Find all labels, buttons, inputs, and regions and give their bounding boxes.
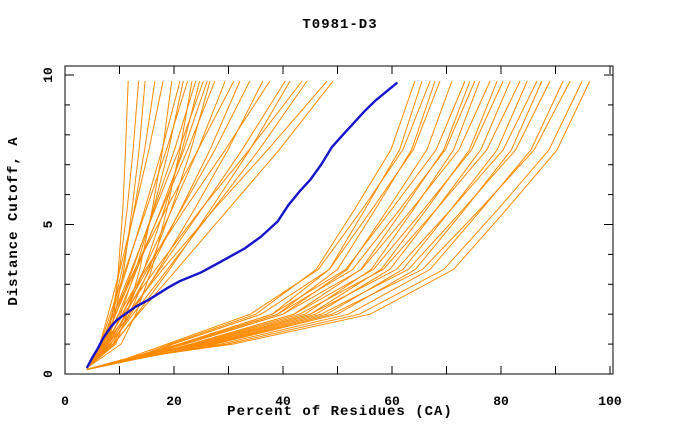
y-axis-label: Distance Cutoff, A — [6, 136, 22, 306]
model-curve — [86, 80, 591, 370]
model-curve — [86, 80, 216, 369]
model-curve — [86, 80, 521, 370]
model-curve — [86, 80, 271, 369]
x-tick-label: 0 — [61, 394, 69, 409]
x-tick-label: 60 — [384, 394, 400, 409]
model-curve — [86, 80, 334, 369]
x-tick-label: 40 — [275, 394, 291, 409]
model-curve — [86, 80, 235, 369]
model-curve — [86, 80, 423, 370]
model-curve — [86, 80, 193, 369]
chart-title: T0981-D3 — [302, 17, 378, 33]
model-curve — [86, 80, 551, 370]
x-axis-label: Percent of Residues (CA) — [227, 404, 453, 420]
model-curve — [86, 80, 308, 369]
model-curve — [86, 80, 204, 369]
model-curve — [86, 80, 303, 369]
model-curve — [86, 80, 328, 369]
model-curve — [86, 80, 173, 369]
x-tick-label: 100 — [598, 394, 622, 409]
model-curve — [86, 80, 286, 369]
x-tick-label: 80 — [493, 394, 509, 409]
plot-frame — [64, 65, 614, 375]
model-curve — [86, 80, 226, 369]
y-tick-label: 5 — [41, 220, 56, 228]
y-tick-label: 10 — [41, 67, 56, 83]
model-curve — [86, 80, 197, 369]
x-tick-label: 20 — [166, 394, 182, 409]
model-curve — [86, 80, 431, 370]
highlighted-model-curve — [85, 81, 399, 369]
y-tick-label: 0 — [41, 370, 56, 378]
